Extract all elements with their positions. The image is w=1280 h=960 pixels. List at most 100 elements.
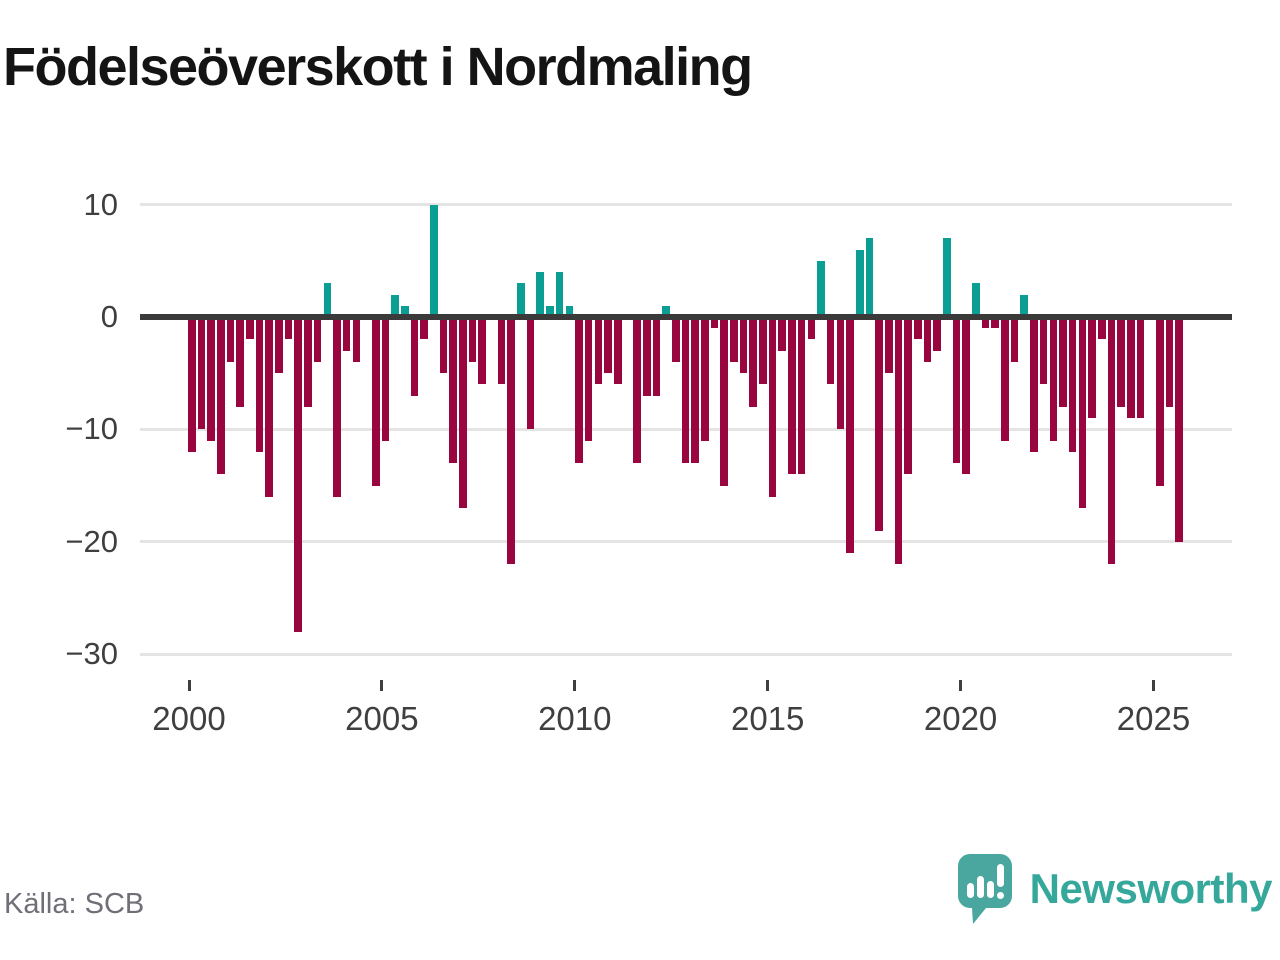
bar-2023-q1 — [1078, 317, 1087, 509]
bar-2022-q2 — [1049, 317, 1058, 441]
bar-2020-q1 — [962, 317, 970, 475]
x-axis-tick-label: 2005 — [345, 700, 419, 737]
gridline-y--20 — [140, 540, 1232, 544]
bar-2002-q3 — [284, 317, 293, 340]
bar-2007-q2 — [468, 317, 477, 362]
bar-2015-q4 — [797, 317, 806, 475]
bar-2015-q3 — [788, 317, 796, 475]
source-label: Källa: SCB — [4, 888, 145, 920]
bar-2005-q3 — [400, 305, 409, 317]
bar-2021-q3 — [1020, 294, 1029, 317]
bar-2022-q1 — [1039, 317, 1048, 385]
bar-2014-q3 — [749, 317, 758, 407]
bar-2024-q1 — [1117, 317, 1125, 407]
bar-2007-q1 — [459, 317, 467, 509]
bar-2018-q3 — [904, 317, 912, 475]
x-axis-tick-2020 — [959, 680, 963, 691]
bar-2021-q4 — [1030, 317, 1038, 452]
bar-2024-q3 — [1136, 317, 1145, 419]
bar-2009-q1 — [536, 272, 545, 317]
bar-2016-q4 — [836, 317, 845, 430]
bar-2013-q2 — [701, 317, 709, 441]
bar-2022-q3 — [1059, 317, 1067, 407]
bar-2012-q2 — [662, 305, 670, 317]
bar-2009-q3 — [555, 272, 564, 317]
bar-2000-q4 — [217, 317, 225, 475]
x-axis-tick-2000 — [187, 680, 191, 691]
bar-2004-q1 — [342, 317, 351, 351]
bar-2025-q1 — [1156, 317, 1164, 486]
bar-2008-q2 — [507, 317, 516, 565]
bar-2013-q1 — [691, 317, 699, 464]
bar-2022-q4 — [1068, 317, 1077, 452]
bar-2019-q3 — [943, 238, 951, 317]
bar-2003-q2 — [313, 317, 322, 362]
x-axis-tick-label: 2015 — [730, 700, 805, 737]
bar-2014-q2 — [739, 317, 748, 374]
bar-2002-q1 — [265, 317, 274, 497]
bar-2013-q4 — [720, 317, 728, 486]
bar-2019-q4 — [952, 317, 961, 464]
zero-axis-line — [140, 314, 1232, 320]
bar-2011-q4 — [642, 317, 651, 396]
bar-2006-q3 — [439, 317, 448, 374]
x-axis-tick-label: 2025 — [1116, 700, 1191, 737]
bar-2021-q2 — [1010, 317, 1019, 362]
bar-2016-q3 — [826, 317, 835, 385]
bar-2001-q4 — [255, 317, 264, 452]
bar-2005-q2 — [391, 294, 399, 317]
x-axis-tick-label: 2000 — [152, 700, 226, 737]
bar-2009-q4 — [565, 305, 574, 317]
bar-2000-q1 — [188, 317, 196, 452]
bar-2020-q2 — [972, 283, 980, 317]
bar-2016-q1 — [807, 317, 816, 340]
newsworthy-logo-icon — [957, 854, 1012, 924]
x-axis-tick-2010 — [573, 680, 577, 691]
bar-2023-q2 — [1088, 317, 1096, 419]
bar-2011-q3 — [633, 317, 641, 464]
bar-2014-q1 — [730, 317, 738, 362]
bar-2002-q2 — [275, 317, 283, 374]
brand-lockup: Newsworthy — [954, 852, 1273, 926]
bar-2023-q4 — [1107, 317, 1116, 565]
bar-2010-q4 — [604, 317, 612, 374]
x-axis-tick-label: 2020 — [923, 700, 998, 737]
x-axis-tick-label: 2010 — [538, 700, 612, 737]
bar-2019-q2 — [933, 317, 941, 351]
y-axis-tick-label: 10 — [83, 186, 118, 222]
bar-2004-q4 — [371, 317, 380, 486]
bar-2006-q1 — [420, 317, 428, 340]
brand-name: Newsworthy — [1029, 865, 1273, 912]
bar-2010-q3 — [594, 317, 603, 385]
bar-2017-q3 — [865, 238, 874, 317]
bar-2003-q3 — [323, 283, 332, 317]
y-axis-tick-label: −20 — [65, 523, 118, 559]
bar-2005-q1 — [381, 317, 390, 441]
chart-title: Födelseöverskott i Nordmaling — [3, 37, 753, 97]
bar-2025-q2 — [1165, 317, 1174, 407]
bar-2017-q1 — [846, 317, 854, 554]
bar-2008-q4 — [526, 317, 535, 430]
bar-2018-q2 — [894, 317, 903, 565]
bar-2000-q3 — [207, 317, 215, 441]
y-axis-tick-label: −10 — [65, 411, 118, 447]
bar-2018-q1 — [884, 317, 893, 374]
bar-2000-q2 — [197, 317, 206, 430]
bar-2001-q1 — [226, 317, 235, 362]
bar-2015-q1 — [768, 317, 777, 497]
bar-2003-q1 — [304, 317, 312, 407]
bar-2003-q4 — [333, 317, 341, 497]
bar-2020-q3 — [981, 317, 990, 329]
bar-2017-q4 — [875, 317, 883, 531]
gridline-y-10 — [140, 203, 1232, 207]
bar-2005-q4 — [410, 317, 419, 396]
bar-2025-q3 — [1175, 317, 1183, 542]
bar-2013-q3 — [710, 317, 719, 329]
bar-2007-q3 — [478, 317, 486, 385]
bar-2023-q3 — [1097, 317, 1106, 340]
bar-2024-q2 — [1126, 317, 1135, 419]
bar-2009-q2 — [546, 305, 554, 317]
gridline-y--30 — [140, 652, 1232, 656]
x-axis-tick-2015 — [766, 680, 770, 691]
